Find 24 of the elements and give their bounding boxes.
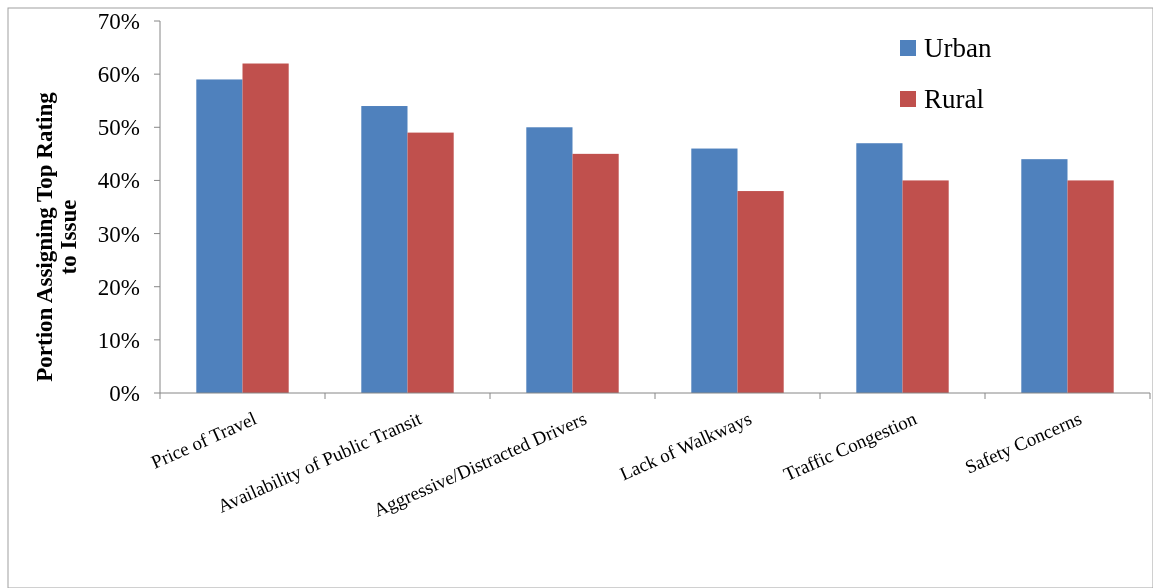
- y-tick-label: 60%: [97, 62, 140, 88]
- legend-label: Urban: [924, 33, 992, 64]
- y-tick-label: 0%: [109, 381, 140, 407]
- bar: [1067, 180, 1114, 393]
- y-tick-label: 10%: [97, 327, 140, 353]
- legend-label: Rural: [924, 84, 984, 115]
- bar: [737, 191, 784, 393]
- bar: [526, 127, 573, 393]
- bar: [361, 106, 408, 393]
- bar: [572, 153, 619, 393]
- bar: [196, 79, 243, 393]
- bar: [407, 132, 454, 393]
- x-tick-label: Price of Travel: [147, 407, 260, 473]
- bar: [856, 143, 903, 393]
- y-tick-label: 50%: [97, 115, 140, 141]
- y-tick-label: 20%: [97, 274, 140, 300]
- y-tick-label: 70%: [97, 9, 140, 35]
- bar: [691, 148, 738, 393]
- bar: [902, 180, 949, 393]
- bar: [242, 63, 289, 393]
- bar: [1021, 159, 1068, 393]
- y-tick-label: 40%: [97, 168, 140, 194]
- y-axis-title: Portion Assigning Top Rating to Issue: [32, 91, 81, 382]
- y-tick-label: 30%: [97, 221, 140, 247]
